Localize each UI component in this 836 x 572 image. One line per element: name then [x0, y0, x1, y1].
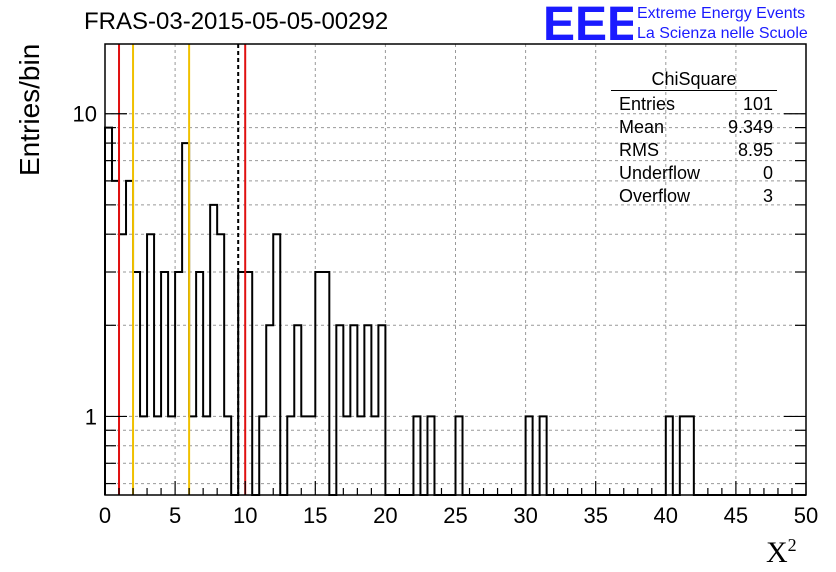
x-axis-label: X2 [766, 535, 797, 570]
chart-title: FRAS-03-2015-05-05-00292 [84, 8, 389, 35]
x-tick-label: 0 [99, 503, 111, 528]
histogram-bar [133, 272, 140, 495]
x-tick-label: 20 [373, 503, 397, 528]
x-tick-label: 40 [654, 503, 678, 528]
eee-logo-icon: EEE [543, 2, 633, 44]
stats-row-overflow: Overflow 3 [611, 185, 777, 208]
stats-row-entries: Entries 101 [611, 93, 777, 116]
x-tick-label: 10 [233, 503, 257, 528]
histogram-bar [238, 272, 245, 495]
histogram-bar [350, 325, 357, 495]
histogram-bar [273, 234, 280, 495]
histogram-bar [119, 234, 126, 495]
y-tick-label: 1 [85, 404, 97, 429]
stats-value: 0 [762, 163, 773, 183]
stats-row-underflow: Underflow 0 [611, 162, 777, 185]
histogram-bar [210, 205, 217, 495]
logo-line-2: La Scienza nelle Scuole [637, 25, 808, 42]
logo-line-1: Extreme Energy Events [637, 5, 806, 22]
stats-value: 9.349 [727, 117, 773, 137]
stats-label: Mean [619, 117, 665, 137]
histogram-bar [245, 272, 252, 495]
x-tick-label: 25 [443, 503, 467, 528]
logo-mark: EEE [543, 2, 633, 44]
x-tick-label: 35 [583, 503, 607, 528]
histogram-bar [378, 325, 385, 495]
histogram-bar [336, 325, 343, 495]
histogram-bar [105, 128, 112, 495]
y-tick-label: 10 [73, 102, 97, 127]
stats-label: Entries [619, 94, 676, 114]
x-tick-label: 50 [794, 503, 818, 528]
x-tick-label: 45 [724, 503, 748, 528]
stats-row-rms: RMS 8.95 [611, 139, 777, 162]
histogram-bar [112, 181, 119, 495]
histogram-bar [315, 272, 322, 495]
logo-caption: Extreme Energy Events La Scienza nelle S… [637, 4, 808, 44]
stats-row-mean: Mean 9.349 [611, 116, 777, 139]
histogram-bar [196, 272, 203, 495]
stats-label: Overflow [619, 186, 691, 206]
stats-label: Underflow [619, 163, 701, 183]
x-tick-label: 15 [303, 503, 327, 528]
histogram-bar [364, 325, 371, 495]
x-tick-label: 5 [169, 503, 181, 528]
histogram-bar [182, 143, 189, 495]
stats-title: ChiSquare [611, 68, 777, 91]
histogram-bar [294, 325, 301, 495]
histogram-bar [161, 272, 168, 495]
stats-value: 101 [742, 94, 773, 114]
stats-box: ChiSquare Entries 101 Mean 9.349 RMS 8.95 U… [611, 68, 777, 208]
x-tick-label: 30 [513, 503, 537, 528]
histogram-bar [126, 181, 133, 495]
histogram-bar [322, 272, 329, 495]
x-axis-label-base: X [766, 536, 788, 569]
x-axis-label-superscript: 2 [787, 535, 797, 555]
histogram-bar [147, 234, 154, 495]
y-axis-label: Entries/bin [14, 43, 45, 176]
histogram-bar [266, 325, 273, 495]
stats-label: RMS [619, 140, 659, 160]
stats-value: 8.95 [737, 140, 773, 160]
histogram-bar [175, 272, 182, 495]
histogram-bar [217, 234, 224, 495]
stats-value: 3 [762, 186, 773, 206]
